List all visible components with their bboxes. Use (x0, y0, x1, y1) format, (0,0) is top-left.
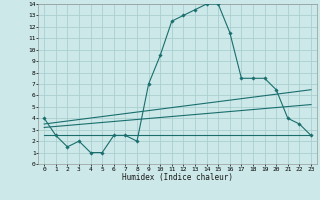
X-axis label: Humidex (Indice chaleur): Humidex (Indice chaleur) (122, 173, 233, 182)
